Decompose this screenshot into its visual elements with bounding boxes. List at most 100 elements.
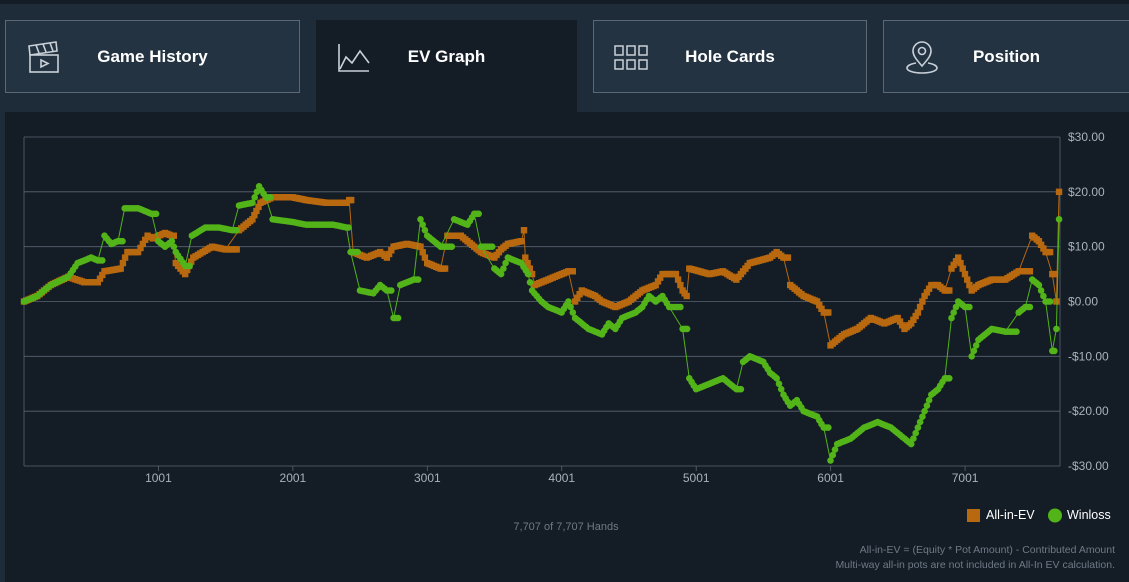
legend-label-winloss: Winloss [1067,508,1111,522]
data-point-winloss [1055,215,1063,223]
data-point-winloss [488,243,496,250]
tab-ev-graph[interactable]: EV Graph [316,20,577,112]
series-all-in-ev [20,188,1063,349]
data-point-all-in-ev [1040,245,1047,252]
data-point-winloss [970,347,978,355]
data-point-winloss [526,279,534,286]
location-pin-icon [906,41,938,74]
data-point-all-in-ev [908,320,915,327]
data-point-winloss [827,457,834,464]
data-point-all-in-ev [825,309,832,316]
data-point-winloss [388,287,395,294]
data-point-all-in-ev [576,291,583,298]
data-point-winloss [152,210,160,218]
legend-item-all-in-ev[interactable]: All-in-EV [967,508,1035,522]
data-point-winloss [1051,347,1058,355]
data-point-winloss [414,276,422,283]
data-point-winloss [475,210,483,218]
data-point-all-in-ev [961,270,969,278]
data-point-all-in-ev [528,270,536,278]
data-point-winloss [1037,287,1045,294]
data-point-winloss [825,424,832,431]
data-point-all-in-ev [251,211,258,219]
data-point-all-in-ev [518,238,525,245]
hand-count: 7,707 of 7,707 Hands [513,521,619,533]
data-point-winloss [186,262,193,270]
data-point-all-in-ev [784,254,792,261]
data-point-all-in-ev [1037,241,1045,248]
data-point-all-in-ev [1051,270,1058,278]
y-tick-label: -$30.00 [1068,459,1109,473]
data-point-winloss [1053,325,1060,333]
data-point-all-in-ev [419,249,426,256]
data-point-all-in-ev [1053,298,1060,305]
x-tick-label: 6001 [817,471,844,485]
data-point-all-in-ev [1026,268,1034,275]
data-point-winloss [524,270,532,278]
data-point-winloss [773,375,780,382]
data-point-all-in-ev [921,292,928,300]
data-point-all-in-ev [966,281,973,289]
data-point-winloss [417,216,424,223]
data-point-all-in-ev [896,318,904,325]
data-point-winloss [99,257,106,264]
tab-hole-cards[interactable]: Hole Cards [593,20,867,93]
tab-ev-graph-label: EV Graph [407,46,486,66]
tab-position[interactable]: Position [883,20,1129,93]
data-point-winloss [923,402,931,410]
data-point-all-in-ev [421,254,429,261]
data-point-winloss [1046,298,1054,305]
data-point-all-in-ev [571,298,579,305]
footnote-line-1: All-in-EV = (Equity * Pot Amount) - Cont… [860,544,1115,556]
data-point-all-in-ev [117,265,124,272]
data-point-all-in-ev [184,266,191,274]
x-tick-label: 5001 [683,471,710,485]
data-point-all-in-ev [524,259,531,267]
data-point-all-in-ev [441,265,449,272]
data-point-all-in-ev [946,287,953,294]
data-point-winloss [345,224,352,231]
data-point-winloss [567,303,574,311]
data-point-all-in-ev [253,207,260,215]
data-point-all-in-ev [677,281,684,289]
data-point-winloss [569,309,577,316]
data-point-all-in-ev [1055,188,1063,196]
data-point-winloss [831,446,839,453]
data-point-winloss [233,226,240,234]
data-point-winloss [683,325,691,333]
data-point-winloss [1040,292,1047,300]
legend-item-winloss[interactable]: Winloss [1048,508,1111,523]
data-point-winloss [972,342,980,349]
x-tick-label: 7001 [952,471,979,485]
data-point-all-in-ev [142,236,149,243]
data-point-winloss [168,237,176,245]
data-point-winloss [500,265,507,272]
data-point-all-in-ev [925,285,933,292]
data-point-all-in-ev [816,302,823,309]
data-point-all-in-ev [383,254,391,261]
grid-icon [614,45,648,70]
data-point-all-in-ev [134,248,142,256]
data-point-all-in-ev [899,322,906,329]
data-point-winloss [914,424,922,431]
data-point-all-in-ev [137,244,144,252]
data-point-winloss [829,451,837,459]
data-point-winloss [394,314,402,322]
y-tick-label: $0.00 [1068,295,1098,309]
data-point-all-in-ev [388,247,395,254]
x-tick-label: 1001 [145,471,172,485]
data-point-all-in-ev [139,240,146,248]
data-point-winloss [919,413,926,421]
data-point-all-in-ev [813,298,821,305]
data-point-winloss [421,226,429,234]
data-point-all-in-ev [520,227,528,234]
y-tick-label: -$10.00 [1068,349,1109,363]
data-point-all-in-ev [959,265,966,272]
data-point-winloss [921,407,928,415]
data-point-all-in-ev [170,232,177,239]
data-point-winloss [907,440,915,448]
top-bar [0,0,1129,4]
x-tick-label: 2001 [280,471,307,485]
tab-game-history[interactable]: Game History [5,20,300,93]
